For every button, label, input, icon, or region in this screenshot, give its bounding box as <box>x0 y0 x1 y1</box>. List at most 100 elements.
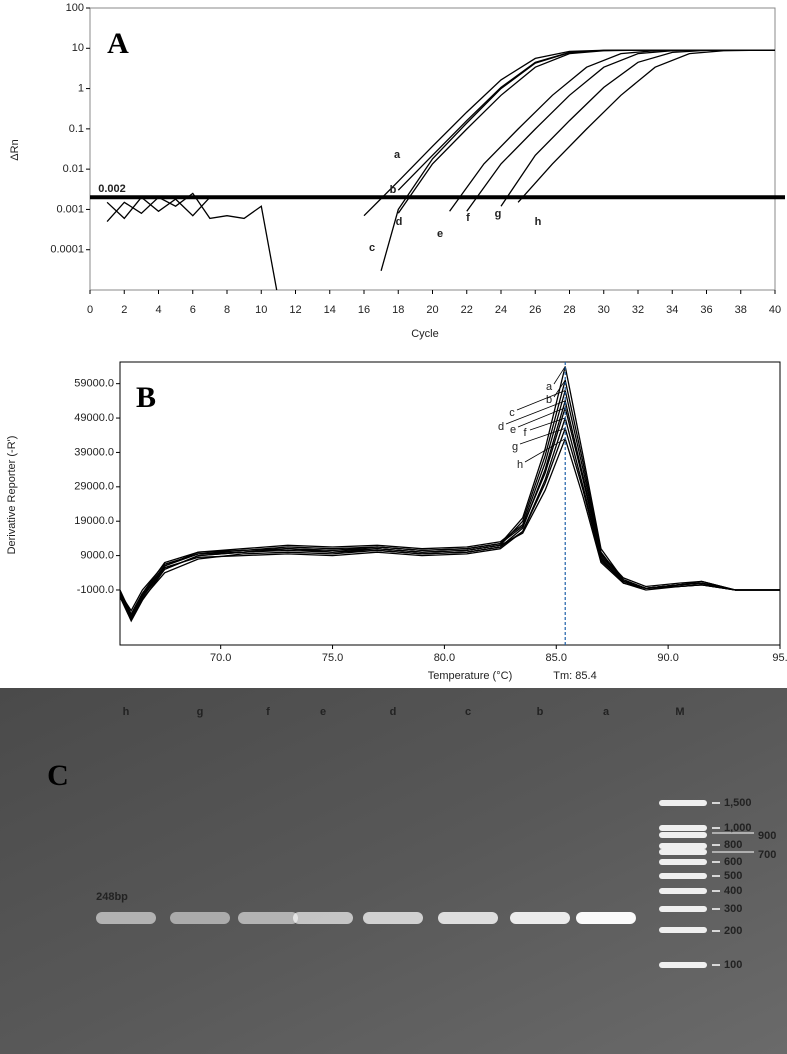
y-tick-label: 19000.0 <box>74 515 114 527</box>
x-axis-title: Cycle <box>411 328 439 340</box>
x-tick-label: 85.0 <box>546 652 567 664</box>
series-label: d <box>498 421 504 433</box>
dna-band <box>238 912 298 924</box>
dna-band <box>438 912 498 924</box>
x-tick-label: 80.0 <box>434 652 455 664</box>
x-tick-label: 4 <box>155 304 161 316</box>
series-line <box>517 49 776 203</box>
ladder-label: 500 <box>724 870 742 882</box>
panel-label: A <box>107 27 129 60</box>
band-size-label: 248bp <box>96 891 128 903</box>
y-tick-label: 9000.0 <box>80 550 114 562</box>
series-label: c <box>369 242 375 254</box>
y-tick-label: 0.1 <box>69 123 84 135</box>
dna-band <box>96 912 156 924</box>
ladder-band <box>659 825 707 831</box>
series-line <box>363 49 775 217</box>
ladder-label: 200 <box>724 925 742 937</box>
x-tick-label: 22 <box>461 304 473 316</box>
ladder-band <box>659 906 707 912</box>
x-tick-label: 8 <box>224 304 230 316</box>
series-line <box>119 436 780 616</box>
dna-band <box>293 912 353 924</box>
series-label: d <box>396 216 403 228</box>
x-tick-label: 90.0 <box>657 652 678 664</box>
series-label: h <box>517 459 523 471</box>
ladder-band <box>659 962 707 968</box>
series-line <box>106 196 211 220</box>
ladder-label: 1,500 <box>724 797 752 809</box>
ladder-label: 600 <box>724 856 742 868</box>
x-tick-label: 16 <box>358 304 370 316</box>
series-label: a <box>394 149 401 161</box>
leader-line <box>516 390 566 411</box>
lane-label: f <box>266 706 270 718</box>
series-label: e <box>437 228 443 240</box>
y-tick-label: 49000.0 <box>74 412 114 424</box>
x-tick-label: 2 <box>121 304 127 316</box>
series-label: g <box>495 208 502 220</box>
lane-label: g <box>197 706 204 718</box>
x-tick-label: 40 <box>769 304 781 316</box>
ladder-label: 800 <box>724 839 742 851</box>
x-tick-label: 32 <box>632 304 644 316</box>
leader-line <box>553 366 566 385</box>
ladder-label: 1,000 <box>724 822 752 834</box>
x-tick-label: 18 <box>392 304 404 316</box>
x-tick-label: 0 <box>87 304 93 316</box>
dna-band <box>576 912 636 924</box>
x-tick-label: 26 <box>529 304 541 316</box>
y-tick-label: 39000.0 <box>74 446 114 458</box>
x-tick-label: 34 <box>666 304 678 316</box>
threshold-label: 0.002 <box>98 183 126 195</box>
y-tick-label: 100 <box>66 2 84 14</box>
ladder-band <box>659 849 707 855</box>
ladder-band <box>659 843 707 849</box>
leader-line <box>505 400 566 425</box>
series-label: f <box>523 427 527 439</box>
lane-label: a <box>603 706 610 718</box>
x-tick-label: 12 <box>289 304 301 316</box>
series-label: b <box>546 394 552 406</box>
ladder-label: 100 <box>724 959 742 971</box>
ladder-label: 900 <box>758 830 776 842</box>
ladder-band <box>659 832 707 838</box>
series-line <box>119 390 780 616</box>
series-label: e <box>510 424 516 436</box>
series-line <box>449 49 775 212</box>
series-line <box>500 49 775 207</box>
x-tick-label: 28 <box>563 304 575 316</box>
y-tick-label: 0.0001 <box>50 244 84 256</box>
series-line <box>397 49 775 191</box>
lane-label: e <box>320 706 326 718</box>
series-line <box>119 366 780 619</box>
x-tick-label: 24 <box>495 304 507 316</box>
leader-line <box>529 417 566 431</box>
tm-label: Tm: 85.4 <box>553 670 596 682</box>
panel-label: B <box>136 381 156 414</box>
y-axis-title: ΔRn <box>9 139 21 160</box>
series-label: c <box>509 407 515 419</box>
y-tick-label: 0.001 <box>56 203 84 215</box>
series-line <box>119 405 780 612</box>
ladder-label: 700 <box>758 849 776 861</box>
x-axis-title: Temperature (°C) <box>428 670 512 682</box>
series-line <box>397 49 775 214</box>
y-tick-label: 0.01 <box>63 163 84 175</box>
leader-line <box>519 427 566 445</box>
dna-band <box>363 912 423 924</box>
series-label: g <box>512 441 518 453</box>
series-label: a <box>546 381 553 393</box>
series-label: h <box>535 216 542 228</box>
x-tick-label: 20 <box>426 304 438 316</box>
x-tick-label: 10 <box>255 304 267 316</box>
lane-label: M <box>675 706 684 718</box>
dna-band <box>170 912 230 924</box>
ladder-band <box>659 873 707 879</box>
leader-line <box>517 407 566 428</box>
ladder-band <box>659 800 707 806</box>
plot-frame <box>119 361 781 646</box>
series-label: f <box>466 212 470 224</box>
x-tick-label: 36 <box>700 304 712 316</box>
y-axis-title: Derivative Reporter (-R') <box>6 436 18 555</box>
